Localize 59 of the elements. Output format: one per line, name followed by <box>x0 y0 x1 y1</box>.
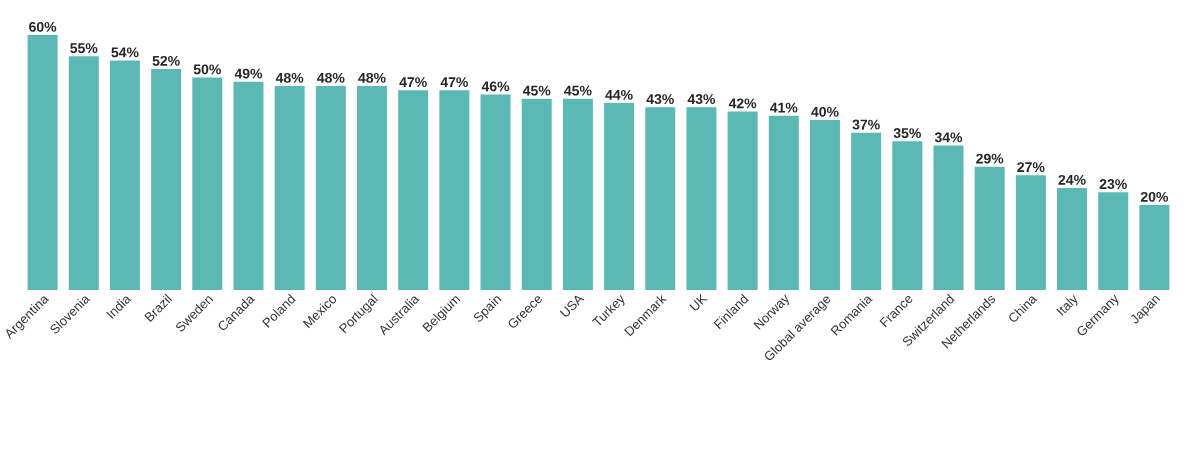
bar <box>1057 188 1088 290</box>
data-label: 42% <box>728 98 757 109</box>
bar <box>68 56 99 290</box>
data-label: 35% <box>893 128 921 139</box>
data-label: 55% <box>70 43 98 54</box>
bar <box>398 90 429 290</box>
data-label: 52% <box>152 55 180 66</box>
bar <box>686 107 717 290</box>
bar <box>562 98 593 290</box>
data-label: 24% <box>1058 174 1086 185</box>
bar <box>1098 192 1129 290</box>
data-label: 48% <box>317 72 345 83</box>
bar <box>357 86 388 290</box>
data-label: 48% <box>358 72 386 83</box>
data-label: 60% <box>29 21 57 32</box>
bar <box>109 60 140 290</box>
data-label: 44% <box>605 89 633 100</box>
data-label: 43% <box>646 94 674 105</box>
data-label: 40% <box>811 106 839 117</box>
bar <box>809 120 840 290</box>
bar <box>233 81 264 290</box>
data-label: 50% <box>193 64 221 75</box>
data-label: 20% <box>1140 191 1169 202</box>
bar <box>851 132 882 290</box>
x-tick-label: Italy <box>1056 294 1078 316</box>
data-label: 41% <box>770 102 798 113</box>
bar <box>27 35 58 290</box>
data-label: 49% <box>234 68 263 79</box>
bar <box>1015 175 1046 290</box>
data-label: 23% <box>1099 179 1127 190</box>
data-label: 43% <box>687 94 716 105</box>
data-label: 45% <box>522 85 551 96</box>
data-label: 37% <box>852 119 880 130</box>
bar <box>768 115 799 290</box>
bar <box>480 94 511 290</box>
data-label: 48% <box>275 72 304 83</box>
data-label: 47% <box>399 77 427 88</box>
bar <box>1139 205 1170 290</box>
bar <box>974 166 1005 290</box>
data-label: 27% <box>1017 162 1045 173</box>
data-label: 45% <box>564 85 592 96</box>
bar <box>439 90 470 290</box>
bar <box>521 98 552 290</box>
bar <box>933 145 964 290</box>
data-label: 34% <box>934 132 963 143</box>
bar <box>645 107 676 290</box>
bar <box>604 103 635 290</box>
bar <box>892 141 923 290</box>
bar <box>315 86 346 290</box>
bar <box>727 111 758 290</box>
bar <box>274 86 305 290</box>
data-label: 47% <box>440 77 468 88</box>
x-tick-label: UK <box>689 293 708 311</box>
x-tick-label: USA <box>559 295 585 317</box>
bar <box>151 69 182 290</box>
bar <box>192 77 223 290</box>
data-label: 29% <box>976 153 1004 164</box>
data-label: 46% <box>481 81 510 92</box>
data-label: 54% <box>111 47 139 58</box>
